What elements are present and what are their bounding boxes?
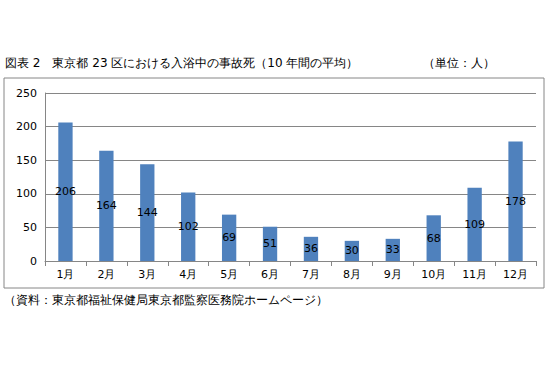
svg-text:2月: 2月	[97, 268, 115, 281]
svg-text:200: 200	[16, 120, 37, 133]
svg-text:36: 36	[304, 242, 318, 255]
svg-text:10月: 10月	[421, 268, 446, 281]
svg-text:7月: 7月	[302, 268, 320, 281]
svg-text:（単位：人）: （単位：人）	[423, 56, 495, 70]
svg-text:12月: 12月	[503, 268, 528, 281]
svg-text:250: 250	[16, 87, 37, 100]
svg-text:11月: 11月	[462, 268, 487, 281]
svg-text:（資料：東京都福祉保健局東京都監察医務院ホームページ）: （資料：東京都福祉保健局東京都監察医務院ホームページ）	[4, 293, 328, 307]
svg-text:6月: 6月	[261, 268, 279, 281]
svg-text:100: 100	[16, 187, 37, 200]
svg-text:9月: 9月	[384, 268, 402, 281]
svg-text:1月: 1月	[56, 268, 74, 281]
svg-text:50: 50	[23, 221, 37, 234]
svg-text:5月: 5月	[220, 268, 238, 281]
svg-text:68: 68	[427, 232, 441, 245]
svg-text:164: 164	[96, 199, 117, 212]
svg-text:144: 144	[137, 206, 158, 219]
svg-text:102: 102	[178, 220, 199, 233]
svg-text:206: 206	[55, 185, 76, 198]
svg-text:150: 150	[16, 154, 37, 167]
svg-text:図表 2 東京都 23 区における入浴中の事故死（10 年間: 図表 2 東京都 23 区における入浴中の事故死（10 年間の平均）	[5, 56, 358, 70]
svg-text:8月: 8月	[343, 268, 361, 281]
svg-text:178: 178	[505, 195, 526, 208]
svg-text:4月: 4月	[179, 268, 197, 281]
svg-text:30: 30	[345, 244, 359, 257]
svg-text:69: 69	[222, 231, 236, 244]
svg-text:33: 33	[386, 243, 400, 256]
svg-text:3月: 3月	[138, 268, 156, 281]
svg-text:51: 51	[263, 237, 277, 250]
svg-text:109: 109	[464, 218, 485, 231]
svg-text:0: 0	[30, 255, 37, 268]
